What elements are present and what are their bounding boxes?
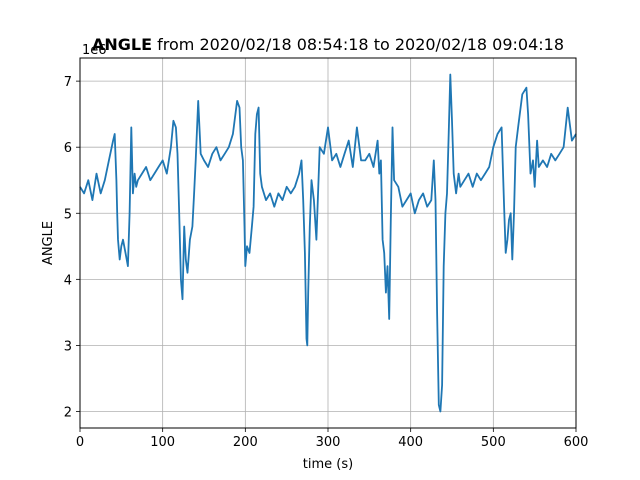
x-tick-label: 600 bbox=[564, 435, 589, 450]
y-tick-label: 2 bbox=[64, 405, 72, 420]
x-tick-label: 500 bbox=[481, 435, 506, 450]
y-tick-label: 6 bbox=[64, 141, 72, 156]
y-axis: 2 3 4 5 6 7 bbox=[64, 75, 80, 420]
x-tick-label: 0 bbox=[76, 435, 84, 450]
x-tick-label: 100 bbox=[150, 435, 175, 450]
y-tick-label: 7 bbox=[64, 75, 72, 90]
plot-area bbox=[79, 73, 577, 413]
chart-title: ANGLE from 2020/02/18 08:54:18 to 2020/0… bbox=[92, 35, 564, 54]
x-axis-label: time (s) bbox=[303, 457, 353, 472]
x-tick-label: 300 bbox=[316, 435, 341, 450]
grid bbox=[79, 58, 577, 428]
chart-title-bold: ANGLE bbox=[92, 35, 152, 54]
x-tick-label: 200 bbox=[233, 435, 258, 450]
x-tick-label: 400 bbox=[398, 435, 423, 450]
chart-title-rest: from 2020/02/18 08:54:18 to 2020/02/18 0… bbox=[152, 35, 564, 54]
x-axis: 0 100 200 300 400 500 600 bbox=[76, 428, 589, 450]
series-line bbox=[79, 73, 577, 413]
y-axis-label: ANGLE bbox=[41, 221, 56, 265]
y-tick-label: 3 bbox=[64, 339, 72, 354]
y-offset-text: 1e6 bbox=[82, 43, 107, 58]
y-tick-label: 4 bbox=[64, 273, 72, 288]
y-tick-label: 5 bbox=[64, 207, 72, 222]
